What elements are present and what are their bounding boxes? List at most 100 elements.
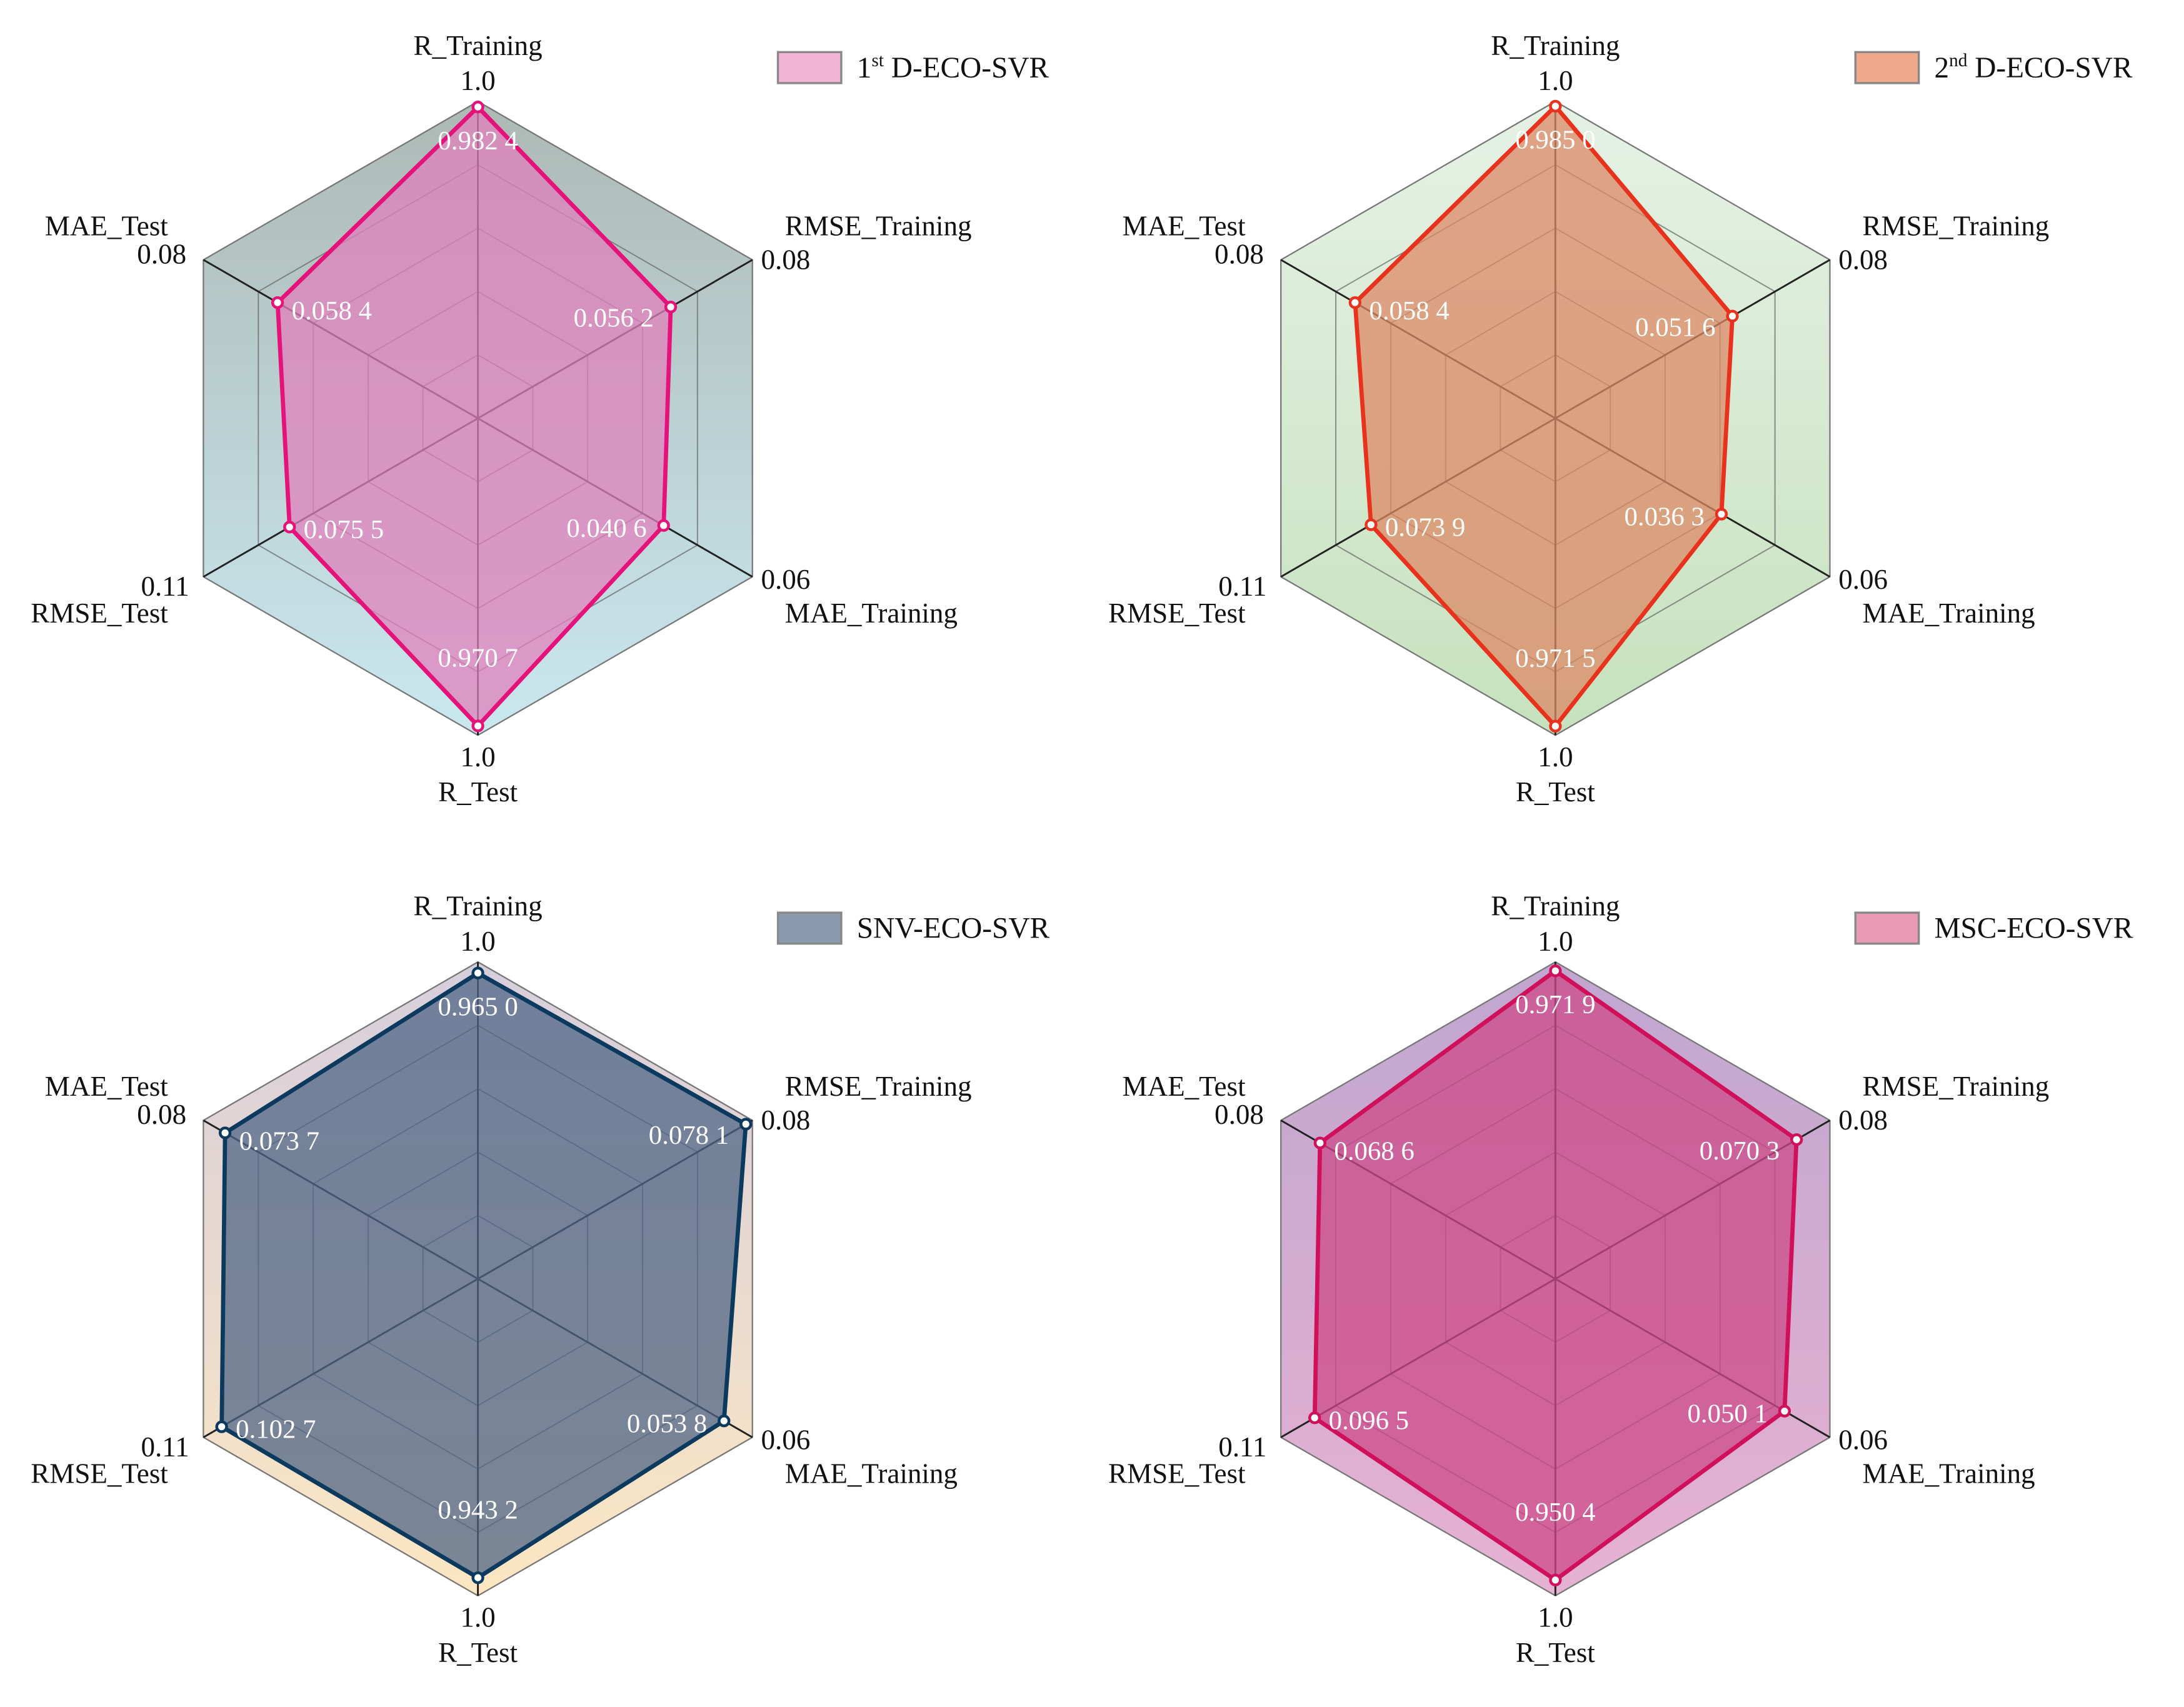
data-label: 0.971 5 <box>1515 644 1595 673</box>
radar-chart-3: 0.965 0 0.078 1 0.053 8 0.943 2 0.102 7 0.073… <box>31 891 1049 1668</box>
data-label: 0.078 1 <box>649 1121 729 1150</box>
data-label: 0.036 3 <box>1625 503 1705 532</box>
axis-name-label: RMSE_Training <box>785 210 972 241</box>
data-point <box>1549 964 1562 978</box>
axis-name-label: RMSE_Training <box>1863 210 2050 241</box>
legend-label: 2nd D-ECO-SVR <box>1934 51 2132 84</box>
legend-swatch <box>1854 51 1920 84</box>
data-label: 0.096 5 <box>1329 1406 1409 1435</box>
data-label: 0.971 9 <box>1515 990 1595 1019</box>
data-point <box>1549 719 1562 733</box>
axis-name-label: R_Training <box>1491 30 1620 61</box>
legend-label: 1st D-ECO-SVR <box>857 51 1049 84</box>
axis-name-label: MAE_Training <box>1863 1458 2035 1489</box>
axis-max-label: 0.08 <box>137 1099 186 1130</box>
axis-name-label: R_Test <box>438 1637 518 1668</box>
legend: MSC-ECO-SVR <box>1854 911 2133 945</box>
axis-name-label: R_Test <box>438 776 518 808</box>
series-area <box>278 107 671 726</box>
data-label: 0.073 9 <box>1385 513 1465 543</box>
data-point <box>471 101 484 114</box>
axis-max-label: 0.06 <box>1838 1424 1888 1456</box>
legend-swatch <box>776 911 843 945</box>
axis-name-label: R_Test <box>1516 1637 1595 1668</box>
data-label: 0.950 4 <box>1515 1498 1595 1527</box>
data-label: 0.051 6 <box>1635 313 1715 342</box>
data-label: 0.965 0 <box>438 992 518 1021</box>
data-point <box>1348 296 1361 309</box>
axis-name-label: R_Training <box>414 30 543 61</box>
data-label: 0.058 4 <box>1369 296 1449 326</box>
data-point <box>471 719 484 733</box>
axis-max-label: 0.08 <box>1215 238 1264 269</box>
axis-name-label: MAE_Test <box>45 1071 169 1102</box>
axis-max-label: 0.08 <box>761 244 810 275</box>
data-label: 0.943 2 <box>438 1496 518 1525</box>
legend: 2nd D-ECO-SVR <box>1854 51 2133 84</box>
axis-max-label: 0.08 <box>1838 1104 1888 1136</box>
axis-name-label: RMSE_Training <box>785 1071 972 1102</box>
axis-max-label: 0.08 <box>761 1104 810 1136</box>
axis-name-label: R_Test <box>1516 776 1595 808</box>
data-point <box>657 519 670 532</box>
axis-name-label: RMSE_Training <box>1863 1071 2050 1102</box>
axis-name-label: RMSE_Test <box>1108 1458 1246 1489</box>
data-point <box>1778 1404 1791 1418</box>
data-point <box>1726 309 1739 323</box>
axis-max-label: 1.0 <box>460 1602 495 1633</box>
data-label: 0.970 7 <box>438 644 518 673</box>
data-label: 0.058 4 <box>292 296 372 326</box>
radar-chart-1: 0.982 4 0.056 2 0.040 6 0.970 7 0.075 5 0.058… <box>31 30 1049 808</box>
data-point <box>1365 518 1378 531</box>
axis-name-label: MAE_Training <box>785 1458 958 1489</box>
axis-max-label: 0.11 <box>1218 571 1266 602</box>
axis-max-label: 1.0 <box>460 926 495 957</box>
series-area <box>1315 971 1797 1580</box>
axis-max-label: 1.0 <box>460 65 495 96</box>
data-point <box>1549 99 1562 113</box>
axis-max-label: 0.06 <box>1838 564 1888 595</box>
axis-max-label: 0.08 <box>1838 244 1888 275</box>
data-label: 0.075 5 <box>304 515 384 544</box>
data-label: 0.070 3 <box>1700 1136 1780 1166</box>
data-point <box>1313 1136 1326 1149</box>
axis-max-label: 0.11 <box>1218 1431 1266 1463</box>
data-point <box>1715 508 1728 521</box>
legend-swatch <box>1854 911 1920 945</box>
radar-chart-2: 0.985 0 0.051 6 0.036 3 0.971 5 0.073 9 0.058… <box>1108 30 2133 808</box>
axis-name-label: MAE_Training <box>1863 598 2035 629</box>
data-label: 0.102 7 <box>236 1415 316 1444</box>
axis-name-label: R_Training <box>414 891 543 922</box>
axis-name-label: RMSE_Test <box>31 1458 168 1489</box>
axis-name-label: MAE_Test <box>1123 210 1246 241</box>
axis-max-label: 0.06 <box>761 1424 810 1456</box>
legend-label: SNV-ECO-SVR <box>857 913 1050 945</box>
axis-max-label: 1.0 <box>1538 741 1573 773</box>
data-label: 0.985 0 <box>1515 125 1595 154</box>
axis-name-label: RMSE_Test <box>31 598 168 629</box>
legend-label-base: 1 <box>857 52 872 84</box>
data-point <box>283 521 296 534</box>
legend: SNV-ECO-SVR <box>776 911 1050 945</box>
data-label: 0.056 2 <box>574 304 654 333</box>
data-label: 0.053 8 <box>627 1409 707 1438</box>
data-point <box>1308 1411 1321 1424</box>
data-point <box>218 1126 232 1139</box>
axis-max-label: 0.11 <box>141 571 189 602</box>
data-point <box>471 966 484 979</box>
legend-label-superscript: st <box>871 51 884 71</box>
axis-max-label: 1.0 <box>1538 1602 1573 1633</box>
data-label: 0.050 1 <box>1688 1399 1768 1429</box>
data-point <box>1790 1133 1803 1146</box>
axis-max-label: 0.08 <box>137 238 186 269</box>
axis-max-label: 1.0 <box>1538 926 1573 957</box>
legend-label-base: SNV-ECO-SVR <box>857 913 1050 945</box>
series-area <box>1355 106 1733 726</box>
legend-label: MSC-ECO-SVR <box>1934 913 2133 945</box>
data-label: 0.040 6 <box>566 514 646 543</box>
legend-label-superscript: nd <box>1949 51 1968 71</box>
legend-swatch <box>776 51 843 84</box>
legend: 1st D-ECO-SVR <box>776 51 1049 84</box>
data-label: 0.073 7 <box>239 1127 319 1156</box>
